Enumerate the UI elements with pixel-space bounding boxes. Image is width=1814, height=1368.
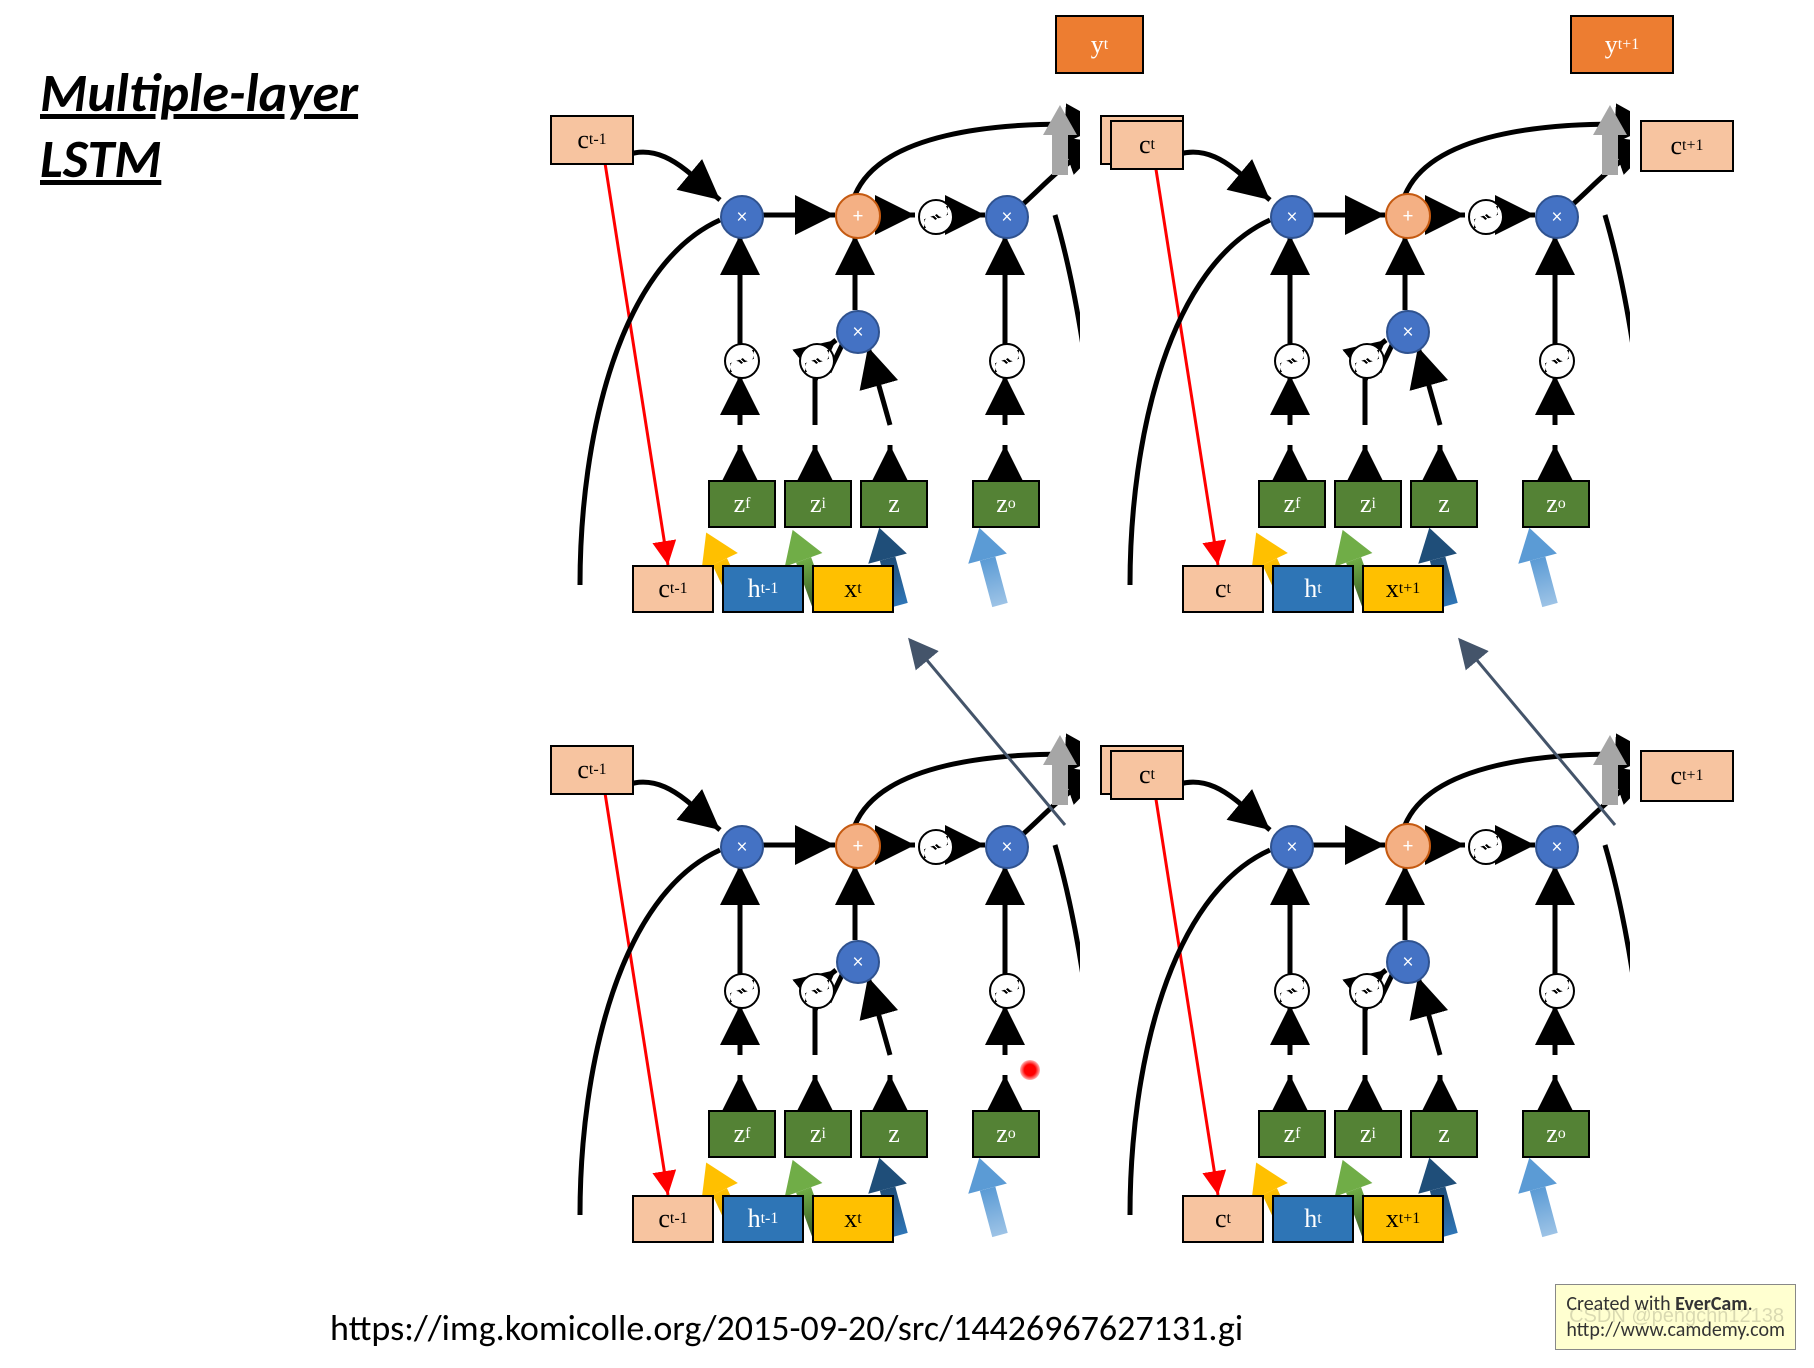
lstm-cell-bot-right: ct × + × × zf zi z zo ct ht xt+1 — [1110, 715, 1630, 1235]
sigma-o — [1539, 973, 1575, 1009]
mult-in: × — [836, 310, 880, 354]
plus: + — [1385, 193, 1431, 239]
zi-box: zi — [1334, 480, 1402, 528]
laser-pointer — [1020, 1060, 1040, 1080]
sigma-top — [1468, 829, 1504, 865]
c-in-bot: ct — [1182, 1195, 1264, 1243]
sigma-top — [1468, 199, 1504, 235]
lstm-cell-top-left: ct-1 × + × × zf zi z zo ct-1 ht-1 xt — [560, 85, 1080, 605]
h-in: ht-1 — [722, 1195, 804, 1243]
gray-up-arrow — [1593, 105, 1627, 175]
mult-forget: × — [720, 825, 764, 869]
lstm-cell-top-right: ct × + × × zf zi z zo ct ht xt+1 — [1110, 85, 1630, 605]
sigma-f — [1274, 973, 1310, 1009]
mult-out: × — [985, 825, 1029, 869]
x-in: xt+1 — [1362, 565, 1444, 613]
h-in: ht — [1272, 565, 1354, 613]
sigma-o — [1539, 343, 1575, 379]
c-t-bot-box: ct — [1110, 750, 1184, 800]
mult-out: × — [1535, 825, 1579, 869]
plus: + — [835, 823, 881, 869]
arrow-lightblue — [960, 523, 1019, 611]
title-line-1: Multiple-layer — [40, 60, 358, 126]
mult-in: × — [1386, 940, 1430, 984]
c-t-top-box: ct — [1110, 120, 1184, 170]
z-box: z — [1410, 1110, 1478, 1158]
y-t1-box: yt+1 — [1570, 15, 1674, 74]
zf-box: zf — [708, 1110, 776, 1158]
zo-box: zo — [1522, 1110, 1590, 1158]
c-in-top: ct-1 — [550, 115, 634, 165]
zo-box: zo — [1522, 480, 1590, 528]
zo-box: zo — [972, 1110, 1040, 1158]
mult-in: × — [836, 940, 880, 984]
plus: + — [1385, 823, 1431, 869]
footer-url: https://img.komicolle.org/2015-09-20/src… — [330, 1306, 1243, 1350]
y-t-box: yt — [1055, 15, 1144, 74]
zi-box: zi — [1334, 1110, 1402, 1158]
zi-box: zi — [784, 1110, 852, 1158]
c-in-bot: ct-1 — [632, 1195, 714, 1243]
c-in-bot: ct — [1182, 565, 1264, 613]
gray-up-arrow — [1043, 735, 1077, 805]
zf-box: zf — [1258, 480, 1326, 528]
zo-box: zo — [972, 480, 1040, 528]
sigma-i — [799, 973, 835, 1009]
sigma-top — [918, 829, 954, 865]
mult-forget: × — [1270, 825, 1314, 869]
arrow-lightblue — [1510, 1153, 1569, 1241]
watermark: CSDN @pengchn12138 — [1569, 1305, 1784, 1328]
c-t1-top-box: ct+1 — [1640, 120, 1734, 172]
c-in-top: ct-1 — [550, 745, 634, 795]
c-in-bot: ct-1 — [632, 565, 714, 613]
mult-forget: × — [1270, 195, 1314, 239]
x-in: xt — [812, 1195, 894, 1243]
title-line-2: LSTM — [40, 126, 161, 192]
z-box: z — [860, 480, 928, 528]
zf-box: zf — [1258, 1110, 1326, 1158]
sigma-i — [1349, 973, 1385, 1009]
x-in: xt+1 — [1362, 1195, 1444, 1243]
h-in: ht — [1272, 1195, 1354, 1243]
c-t1-bot-box: ct+1 — [1640, 750, 1734, 802]
page-title: Multiple-layer LSTM — [40, 60, 358, 192]
sigma-f — [1274, 343, 1310, 379]
gray-up-arrow — [1593, 735, 1627, 805]
zi-box: zi — [784, 480, 852, 528]
lstm-cell-bot-left: ct-1 × + × × zf zi z zo ct-1 ht-1 xt — [560, 715, 1080, 1235]
mult-out: × — [985, 195, 1029, 239]
arrow-lightblue — [1510, 523, 1569, 611]
sigma-o — [989, 973, 1025, 1009]
mult-out: × — [1535, 195, 1579, 239]
sigma-f — [724, 973, 760, 1009]
mult-forget: × — [720, 195, 764, 239]
sigma-i — [799, 343, 835, 379]
z-box: z — [860, 1110, 928, 1158]
gray-up-arrow — [1043, 105, 1077, 175]
h-in: ht-1 — [722, 565, 804, 613]
zf-box: zf — [708, 480, 776, 528]
x-in: xt — [812, 565, 894, 613]
plus: + — [835, 193, 881, 239]
sigma-i — [1349, 343, 1385, 379]
mult-in: × — [1386, 310, 1430, 354]
sigma-f — [724, 343, 760, 379]
z-box: z — [1410, 480, 1478, 528]
sigma-o — [989, 343, 1025, 379]
arrow-lightblue — [960, 1153, 1019, 1241]
sigma-top — [918, 199, 954, 235]
